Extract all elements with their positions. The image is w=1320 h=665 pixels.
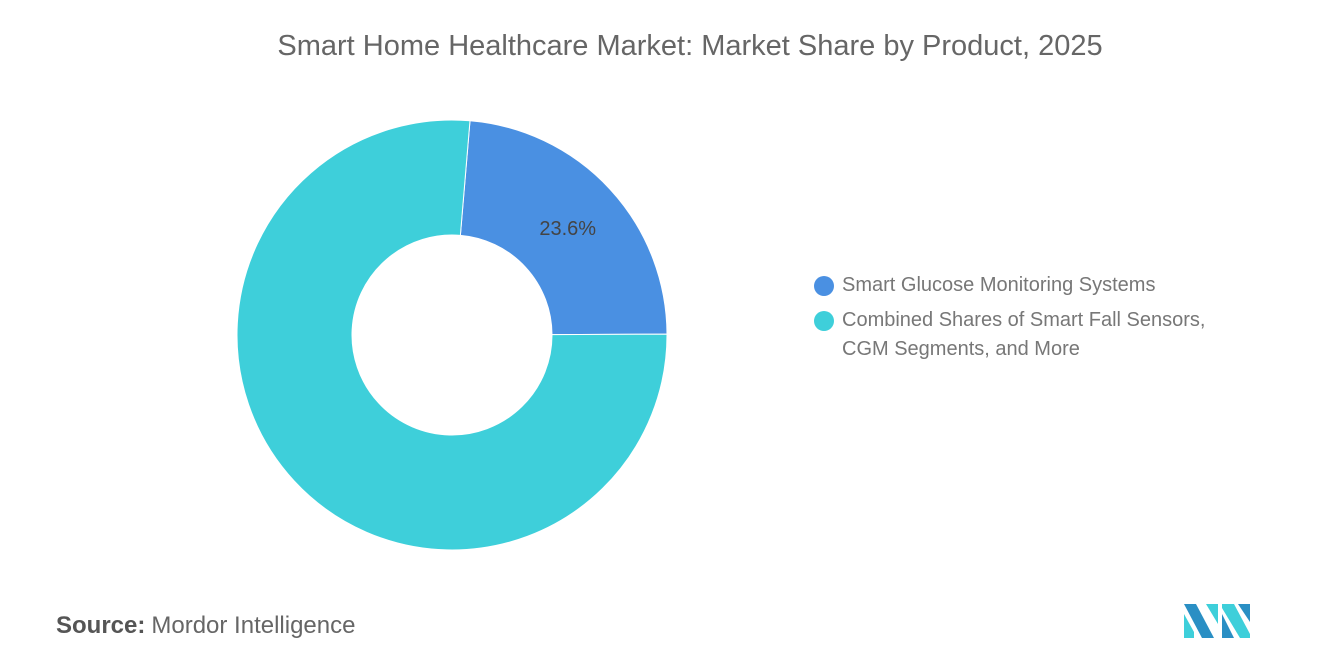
- legend-swatch: [814, 276, 834, 296]
- legend: Smart Glucose Monitoring Systems Combine…: [814, 271, 1206, 370]
- source-note: Source: Mordor Intelligence: [56, 612, 356, 639]
- chart-title: Smart Home Healthcare Market: Market Sha…: [277, 30, 1103, 62]
- legend-swatch: [814, 311, 834, 331]
- mordor-logo: [1184, 604, 1250, 638]
- data-label-0: 23.6%: [539, 218, 596, 240]
- donut-slice-0[interactable]: [459, 120, 668, 336]
- legend-label: Combined Shares of Smart Fall Sensors, CG…: [842, 309, 1206, 360]
- legend-label: Smart Glucose Monitoring Systems: [842, 274, 1156, 296]
- donut-slice-1[interactable]: [236, 119, 668, 551]
- legend-item-combined[interactable]: Combined Shares of Smart Fall Sensors, CG…: [814, 306, 1206, 364]
- legend-item-glucose[interactable]: Smart Glucose Monitoring Systems: [814, 271, 1206, 300]
